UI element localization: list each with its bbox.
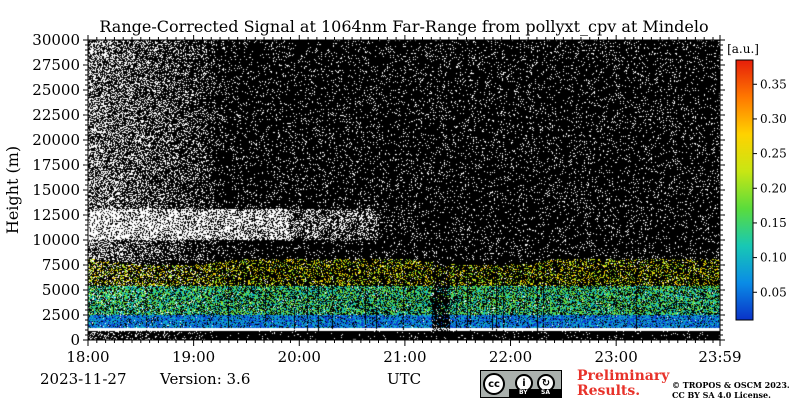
y-tick-label: 27500 <box>32 56 80 74</box>
x-tick-label: 18:00 <box>66 348 109 366</box>
colorbar-tick-label: 0.15 <box>760 216 787 230</box>
colorbar-tick-label: 0.20 <box>760 181 787 195</box>
x-axis: 18:00 19:00 20:00 21:00 22:00 23:00 23:59 <box>66 35 742 366</box>
y-tick-label: 15000 <box>32 181 80 199</box>
y-tick-label: 10000 <box>32 231 80 249</box>
y-tick-label: 25000 <box>32 81 80 99</box>
attribution-icon: i <box>515 374 533 392</box>
colorbar-tick-label: 0.25 <box>760 147 787 161</box>
y-tick-label: 17500 <box>32 156 80 174</box>
license-band <box>509 389 561 397</box>
y-axis: 0 2500 5000 7500 10000 12500 15000 17500 20000 22… <box>32 31 725 349</box>
footer-date: 2023-11-27 <box>40 370 126 388</box>
x-axis-label: UTC <box>387 370 421 388</box>
preliminary-notice: Preliminary Results. <box>577 369 669 399</box>
colorbar-gradient <box>735 59 754 321</box>
x-tick-label: 23:59 <box>698 348 741 366</box>
y-tick-label: 5000 <box>42 281 80 299</box>
colorbar: [a.u.] 0.05 0.10 0.15 0.20 0.25 0.30 0.35 <box>727 42 787 321</box>
y-tick-label: 20000 <box>32 131 80 149</box>
y-axis-label: Height (m) <box>3 146 22 234</box>
license-by-label: BY <box>519 389 528 396</box>
x-tick-label: 20:00 <box>278 348 321 366</box>
colorbar-tick-label: 0.05 <box>760 285 787 299</box>
y-tick-label: 12500 <box>32 206 80 224</box>
colorbar-tick-label: 0.10 <box>760 251 787 265</box>
colorbar-ticks: 0.05 0.10 0.15 0.20 0.25 0.30 0.35 <box>753 77 787 299</box>
y-tick-label: 2500 <box>42 306 80 324</box>
colorbar-tick-label: 0.35 <box>760 77 787 91</box>
y-tick-label: 7500 <box>42 256 80 274</box>
cc-logo-icon: cc <box>483 373 505 395</box>
chart-title: Range-Corrected Signal at 1064nm Far-Ran… <box>99 17 708 36</box>
x-tick-label: 22:00 <box>489 348 532 366</box>
colorbar-unit: [a.u.] <box>727 42 759 56</box>
footer-version: Version: 3.6 <box>159 370 250 388</box>
license-sa-label: SA <box>541 389 550 396</box>
x-tick-label: 21:00 <box>383 348 426 366</box>
colorbar-tick-label: 0.30 <box>760 112 787 126</box>
license-badge: cc i ↻ BY SA <box>480 370 562 398</box>
y-tick-label: 30000 <box>32 31 80 49</box>
y-tick-label: 0 <box>70 331 80 349</box>
y-axis-minor-ticks <box>85 44 723 336</box>
y-tick-label: 22500 <box>32 106 80 124</box>
copyright-line-2: CC BY SA 4.0 License. <box>672 390 771 400</box>
preliminary-line-1: Preliminary <box>577 368 670 384</box>
x-tick-label: 19:00 <box>172 348 215 366</box>
copyright-line-1: © TROPOS & OSCM 2023. <box>672 380 790 390</box>
signal-heatmap <box>88 40 720 340</box>
plot-area <box>87 39 721 341</box>
x-tick-label: 23:00 <box>595 348 638 366</box>
x-axis-minor-ticks <box>96 37 714 343</box>
preliminary-line-2: Results. <box>577 383 641 399</box>
copyright-notice: © TROPOS & OSCM 2023. CC BY SA 4.0 Licen… <box>672 380 790 400</box>
